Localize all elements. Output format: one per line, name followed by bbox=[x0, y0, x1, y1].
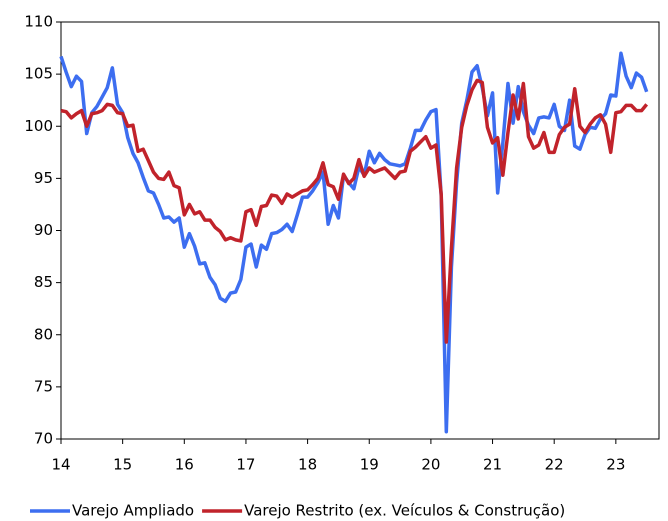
y-tick-label: 85 bbox=[34, 273, 53, 291]
x-tick-label: 18 bbox=[298, 456, 317, 474]
x-tick-label: 23 bbox=[606, 456, 625, 474]
y-tick-label: 105 bbox=[24, 65, 53, 83]
legend-label: Varejo Ampliado bbox=[72, 502, 194, 520]
legend-label: Varejo Restrito (ex. Veículos & Construç… bbox=[244, 502, 565, 520]
y-tick-label: 80 bbox=[34, 325, 53, 343]
y-tick-label: 110 bbox=[24, 13, 53, 31]
y-tick-label: 95 bbox=[34, 169, 53, 187]
plot-frame bbox=[60, 21, 660, 440]
x-tick-label: 16 bbox=[175, 456, 194, 474]
x-tick-label: 20 bbox=[421, 456, 440, 474]
x-tick-label: 22 bbox=[545, 456, 564, 474]
y-tick-label: 75 bbox=[34, 377, 53, 395]
y-tick-label: 100 bbox=[24, 117, 53, 135]
y-tick-label: 70 bbox=[34, 430, 53, 448]
x-tick-label: 14 bbox=[51, 456, 70, 474]
x-tick-label: 17 bbox=[236, 456, 255, 474]
series-line bbox=[60, 78, 649, 344]
x-tick-label: 21 bbox=[483, 456, 502, 474]
x-tick-label: 15 bbox=[113, 456, 132, 474]
x-tick-label: 19 bbox=[360, 456, 379, 474]
series-line bbox=[59, 51, 649, 434]
y-tick-label: 90 bbox=[34, 221, 53, 239]
